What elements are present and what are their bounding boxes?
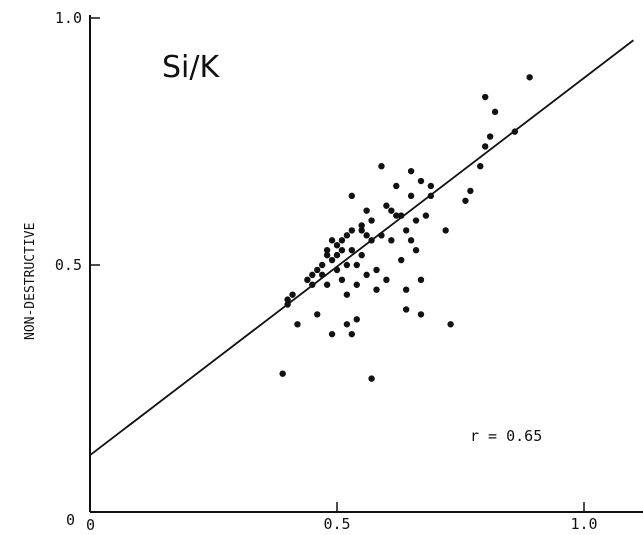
data-point — [467, 187, 474, 195]
data-point — [358, 251, 365, 259]
data-point — [328, 237, 336, 244]
data-point — [294, 321, 301, 328]
data-point — [343, 321, 351, 328]
data-point — [477, 163, 484, 170]
x-tick-label: 1.0 — [570, 515, 597, 533]
data-point — [373, 266, 380, 274]
data-point — [348, 192, 356, 200]
data-point — [407, 237, 415, 244]
x-origin-label: 0 — [86, 516, 95, 534]
data-point — [462, 197, 469, 204]
data-point — [388, 237, 395, 244]
data-point — [338, 246, 346, 254]
data-point — [402, 306, 410, 313]
data-point — [412, 246, 420, 254]
data-point — [422, 212, 430, 219]
data-point — [358, 222, 365, 229]
data-point — [526, 74, 533, 81]
data-point — [318, 261, 326, 269]
data-point — [378, 232, 385, 239]
data-point — [343, 291, 351, 298]
data-point — [373, 286, 380, 293]
data-point — [407, 192, 415, 200]
data-point — [353, 316, 360, 323]
data-point — [333, 251, 341, 259]
data-point — [417, 276, 425, 284]
data-point — [338, 276, 346, 284]
data-point — [309, 281, 316, 288]
data-point — [482, 93, 489, 101]
data-point — [427, 192, 435, 200]
data-point — [417, 311, 425, 318]
y-origin-label: 0 — [66, 511, 75, 529]
points-layer — [279, 74, 533, 382]
data-point — [511, 128, 519, 135]
data-point — [363, 232, 370, 239]
data-point — [353, 261, 360, 269]
data-point — [363, 207, 370, 214]
data-point — [343, 232, 351, 239]
y-axis-title: NON-DESTRUCTIVE — [23, 223, 38, 340]
data-point — [343, 261, 351, 269]
data-point — [393, 212, 400, 219]
data-point — [314, 311, 321, 318]
data-point — [491, 108, 499, 116]
data-point — [323, 281, 331, 288]
data-point — [318, 271, 326, 279]
data-point — [328, 330, 336, 338]
data-point — [398, 256, 405, 264]
data-point — [348, 330, 356, 338]
data-point — [442, 227, 449, 234]
data-point — [348, 227, 356, 234]
data-point — [284, 296, 291, 303]
chart-title: Si/K — [162, 50, 220, 85]
data-point — [284, 301, 291, 308]
data-point — [398, 212, 405, 219]
x-tick-label: 0.5 — [323, 515, 350, 533]
data-point — [368, 375, 375, 382]
data-point — [388, 207, 395, 214]
data-point — [427, 182, 435, 190]
data-point — [338, 237, 346, 244]
data-point — [368, 217, 375, 224]
data-point — [323, 251, 331, 259]
data-point — [393, 182, 400, 190]
data-point — [333, 266, 341, 274]
data-point — [368, 237, 375, 244]
data-point — [412, 217, 420, 224]
regression-layer — [89, 39, 634, 456]
data-point — [486, 133, 494, 140]
data-point — [383, 202, 390, 209]
ticks-layer: 0.5 1.0 0.5 1.0 — [55, 9, 598, 533]
data-point — [353, 281, 360, 288]
data-point — [328, 256, 336, 264]
data-point — [333, 242, 341, 249]
data-point — [279, 370, 286, 377]
data-point — [309, 271, 316, 279]
y-tick-label: 0.5 — [55, 256, 82, 274]
data-point — [402, 286, 410, 293]
y-tick-label: 1.0 — [55, 9, 82, 27]
data-point — [482, 143, 489, 150]
data-point — [363, 271, 370, 279]
data-point — [314, 266, 321, 274]
data-point — [447, 321, 454, 328]
data-point — [304, 276, 311, 284]
data-point — [407, 167, 415, 175]
data-point — [289, 291, 296, 298]
data-point — [383, 276, 390, 284]
data-point — [402, 227, 410, 234]
data-point — [323, 246, 331, 254]
data-point — [358, 227, 365, 234]
data-point — [348, 246, 356, 254]
data-point — [417, 177, 425, 185]
regression-line — [89, 39, 634, 456]
data-point — [378, 163, 385, 170]
correlation-annotation: r = 0.65 — [470, 427, 542, 445]
